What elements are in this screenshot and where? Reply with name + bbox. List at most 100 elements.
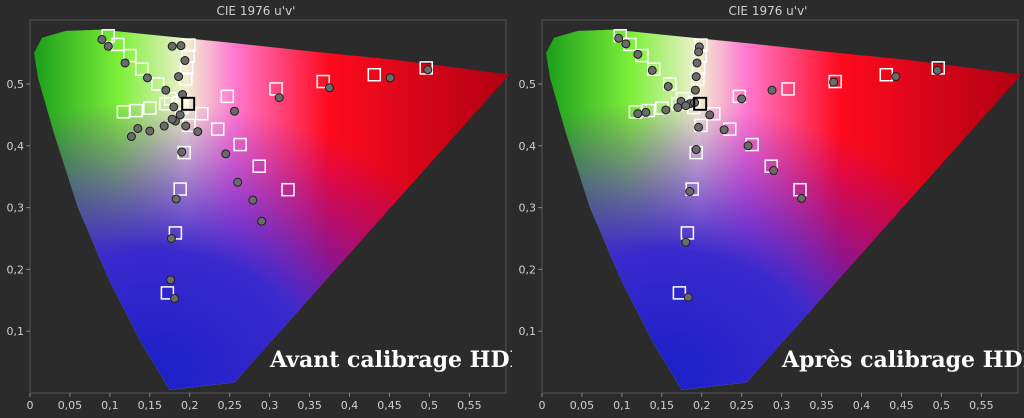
chart-svg-before: Avant calibrage HDR 0 0,05 0,1 0,15 0,2 0,25 0,… xyxy=(7,19,512,412)
target-square-marker xyxy=(143,101,157,115)
chart-svg-after: Après calibrage HDR 0 0,05 0,1 0,15 0,2 0,25 0,… xyxy=(519,19,1024,412)
x-tick-label: 0,2 xyxy=(181,399,199,412)
y-tick-label: 0,2 xyxy=(7,263,25,276)
measured-point-marker xyxy=(103,41,113,51)
measured-point-marker xyxy=(167,114,177,124)
x-tick-label: 0,15 xyxy=(650,399,675,412)
target-square-marker xyxy=(135,62,149,76)
measured-point-marker xyxy=(177,147,187,157)
measured-point-marker xyxy=(633,49,643,59)
chromaticity-gamut-blue xyxy=(34,29,510,390)
x-tick-label: 0,45 xyxy=(889,399,914,412)
target-square-marker xyxy=(367,67,382,82)
x-tick-label: 0,4 xyxy=(853,399,871,412)
measured-point-marker xyxy=(142,73,152,83)
y-tick-label: 0,2 xyxy=(519,263,537,276)
measured-point-marker xyxy=(145,126,155,136)
x-tick-label: 0,1 xyxy=(613,399,631,412)
y-tick-label: 0,3 xyxy=(7,202,25,215)
measured-point-marker xyxy=(248,195,258,205)
measured-point-marker xyxy=(170,293,180,303)
measured-point-marker xyxy=(685,187,695,197)
measured-point-marker xyxy=(692,58,702,68)
measured-point-marker xyxy=(719,125,729,135)
target-square-marker xyxy=(173,182,187,196)
measured-point-marker xyxy=(180,56,190,66)
measured-point-marker xyxy=(166,234,176,243)
chart-panel-before: CIE 1976 u'v' Avant calibrage HDR 0 0,05 0,… xyxy=(7,4,513,412)
target-square-marker xyxy=(129,103,143,118)
x-tick-label: 0,3 xyxy=(773,399,791,412)
measured-point-marker xyxy=(274,93,284,103)
target-square-marker xyxy=(233,137,247,152)
measured-point-marker xyxy=(159,121,169,131)
measured-point-marker xyxy=(161,85,171,95)
chromaticity-gamut-blue xyxy=(546,29,1022,390)
measured-point-marker xyxy=(325,83,335,93)
measured-point-marker xyxy=(633,109,643,119)
measured-point-marker xyxy=(169,102,179,112)
chart-caption: Avant calibrage HDR xyxy=(269,347,512,373)
measured-point-marker xyxy=(167,41,177,51)
measured-point-marker xyxy=(647,65,657,75)
target-square-marker xyxy=(647,62,661,76)
measured-point-marker xyxy=(891,72,901,82)
x-tick-label: 0,25 xyxy=(217,399,242,412)
measured-point-marker xyxy=(690,85,700,95)
x-tick-label: 0,25 xyxy=(729,399,754,412)
measured-point-marker xyxy=(681,237,691,247)
measured-point-marker xyxy=(385,73,395,83)
white-point-marker xyxy=(181,96,196,111)
measured-point-marker xyxy=(694,122,704,132)
measured-point-marker xyxy=(193,127,203,137)
measured-point-marker xyxy=(221,149,231,159)
target-square-marker xyxy=(672,286,687,300)
target-square-marker xyxy=(123,48,137,63)
chart-title: CIE 1976 u'v' xyxy=(216,4,296,18)
measured-point-marker xyxy=(641,107,651,117)
x-tick-label: 0,5 xyxy=(933,399,951,412)
x-tick-label: 0,55 xyxy=(457,399,482,412)
x-tick-label: 0 xyxy=(539,399,546,412)
x-tick-label: 0,3 xyxy=(261,399,279,412)
y-tick-label: 0,5 xyxy=(7,78,25,91)
target-square-marker xyxy=(220,89,235,104)
target-square-marker xyxy=(316,74,330,89)
x-tick-label: 0,35 xyxy=(809,399,834,412)
measured-point-marker xyxy=(829,77,839,87)
x-tick-label: 0,1 xyxy=(101,399,119,412)
measured-point-marker xyxy=(97,35,107,45)
target-square-marker xyxy=(116,105,131,119)
measured-point-marker xyxy=(423,65,433,75)
x-tick-label: 0,35 xyxy=(297,399,322,412)
measured-point-marker xyxy=(691,72,701,82)
y-tick-label: 0,5 xyxy=(519,78,537,91)
measured-point-marker xyxy=(691,145,701,155)
target-square-marker xyxy=(252,159,267,173)
y-tick-label: 0,1 xyxy=(519,325,537,338)
measured-point-marker xyxy=(120,58,130,68)
measured-point-marker xyxy=(133,123,143,133)
y-tick-label: 0,4 xyxy=(519,140,537,153)
measured-point-marker xyxy=(663,81,673,91)
measured-point-marker xyxy=(683,292,693,302)
measured-point-marker xyxy=(797,193,807,203)
chart-panel-after: CIE 1976 u'v' Après calibrage HDR 0 0,05 0,… xyxy=(512,0,1024,418)
measured-point-marker xyxy=(229,106,239,116)
target-square-marker xyxy=(160,286,175,300)
x-tick-label: 0,45 xyxy=(377,399,402,412)
target-square-marker xyxy=(151,77,165,91)
measured-point-marker xyxy=(233,177,243,187)
chart-caption: Après calibrage HDR xyxy=(781,347,1024,373)
measured-point-marker xyxy=(174,72,184,82)
x-tick-label: 0,05 xyxy=(570,399,595,412)
x-tick-label: 0,4 xyxy=(341,399,359,412)
x-tick-label: 0,55 xyxy=(969,399,994,412)
measured-point-marker xyxy=(743,141,753,151)
measured-point-marker xyxy=(171,194,181,204)
target-square-marker xyxy=(781,82,795,96)
target-square-marker xyxy=(210,122,225,136)
measured-point-marker xyxy=(932,65,942,75)
white-point-marker xyxy=(693,96,708,111)
measured-point-marker xyxy=(673,102,683,112)
